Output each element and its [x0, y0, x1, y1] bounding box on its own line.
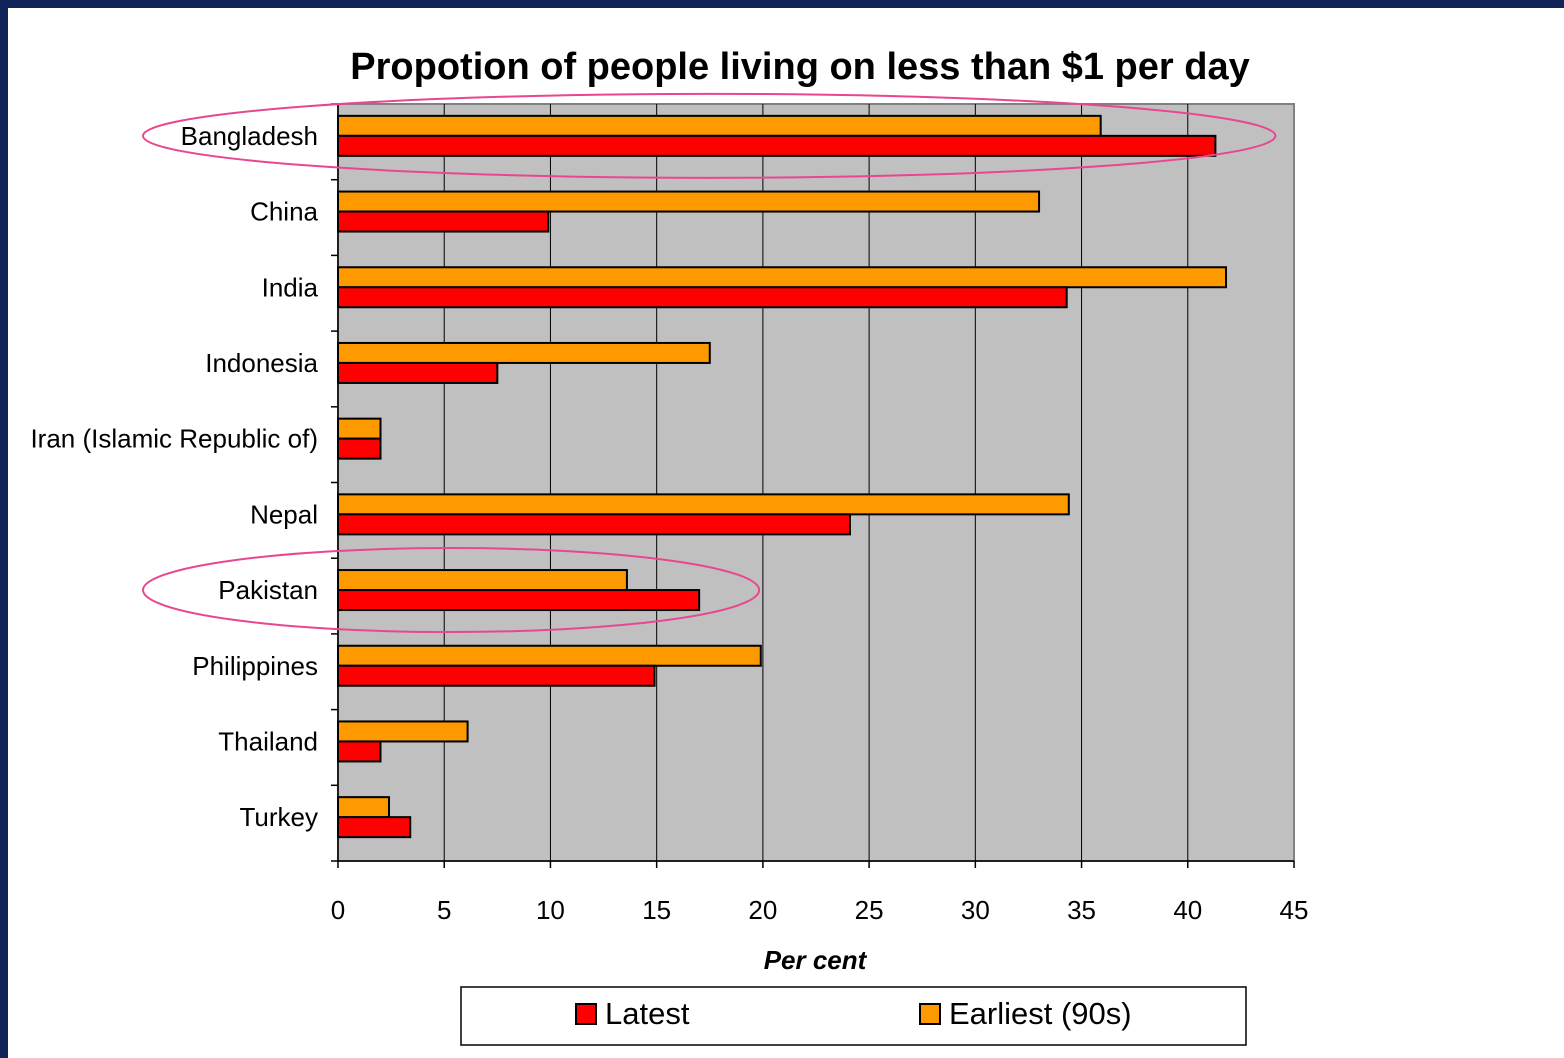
x-tick-label-5: 5 — [437, 895, 451, 925]
bar-latest-india — [337, 286, 1068, 309]
bar-latest-indonesia — [337, 361, 499, 384]
bar-earliest-china — [337, 190, 1041, 213]
x-tick-label-25: 25 — [855, 895, 884, 925]
bar-earliest-indonesia — [337, 341, 711, 364]
x-tick-label-20: 20 — [748, 895, 777, 925]
legend-swatch-earliest — [919, 1003, 941, 1025]
bar-latest-philippines — [337, 664, 656, 687]
bar-earliest-pakistan — [337, 569, 628, 592]
bar-latest-thailand — [337, 740, 382, 763]
legend-swatch-latest — [575, 1003, 597, 1025]
bar-earliest-philippines — [337, 644, 762, 667]
x-tick-label-30: 30 — [961, 895, 990, 925]
bar-earliest-india — [337, 266, 1228, 289]
legend: Latest Earliest (90s) — [460, 986, 1247, 1046]
category-label-india: India — [262, 272, 319, 302]
bars — [337, 114, 1228, 839]
category-label-china: China — [250, 197, 318, 227]
slide: Propotion of people living on less than … — [8, 8, 1564, 1058]
bar-latest-bangladesh — [337, 134, 1217, 157]
bar-earliest-iran-islamic-republic-of — [337, 417, 382, 440]
category-label-philippines: Philippines — [192, 651, 318, 681]
category-label-indonesia: Indonesia — [205, 348, 318, 378]
tick-labels: 0 5 10 15 20 25 30 35 40 45 — [331, 895, 1309, 925]
x-tick-label-0: 0 — [331, 895, 345, 925]
bar-latest-turkey — [337, 816, 412, 839]
x-tick-label-40: 40 — [1173, 895, 1202, 925]
bar-latest-nepal — [337, 513, 851, 536]
bar-earliest-turkey — [337, 796, 390, 819]
x-axis-title: Per cent — [764, 945, 868, 975]
category-label-iran-islamic-republic-of: Iran (Islamic Republic of) — [30, 424, 318, 454]
legend-label-latest: Latest — [605, 996, 690, 1031]
bar-latest-iran-islamic-republic-of — [337, 437, 382, 460]
bar-chart: Propotion of people living on less than … — [30, 46, 1309, 1046]
x-tick-label-35: 35 — [1067, 895, 1096, 925]
category-labels: Bangladesh China India Indonesia Iran (Islam… — [30, 121, 318, 832]
highlight-annotations — [142, 92, 1277, 634]
category-label-bangladesh: Bangladesh — [181, 121, 318, 151]
bar-earliest-nepal — [337, 493, 1070, 516]
category-label-pakistan: Pakistan — [218, 575, 318, 605]
bar-earliest-thailand — [337, 720, 469, 743]
chart-title: Propotion of people living on less than … — [350, 46, 1249, 88]
bar-latest-china — [337, 210, 550, 233]
x-tick-label-10: 10 — [536, 895, 565, 925]
category-label-nepal: Nepal — [250, 499, 318, 529]
x-tick-label-15: 15 — [642, 895, 671, 925]
bar-earliest-bangladesh — [337, 114, 1102, 137]
x-tick-label-45: 45 — [1280, 895, 1309, 925]
category-label-thailand: Thailand — [218, 726, 318, 756]
legend-label-earliest: Earliest (90s) — [949, 996, 1132, 1031]
highlight-ellipse-bangladesh — [142, 92, 1277, 179]
highlight-ellipse-pakistan — [142, 547, 761, 634]
bar-latest-pakistan — [337, 589, 701, 612]
category-label-turkey: Turkey — [240, 802, 319, 832]
